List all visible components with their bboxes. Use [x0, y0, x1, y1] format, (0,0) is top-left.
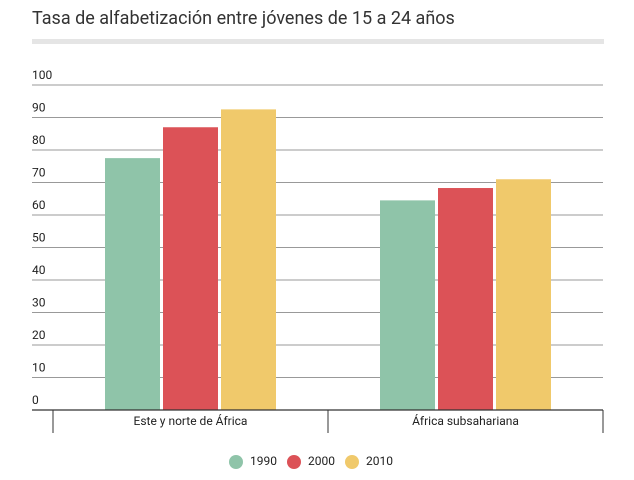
bar	[380, 200, 435, 410]
y-tick-label: 40	[32, 263, 46, 277]
y-tick-label: 90	[32, 101, 46, 115]
bar	[105, 158, 160, 410]
legend-swatch	[229, 455, 243, 469]
x-tick-label: Este y norte de África	[134, 413, 248, 428]
bar	[496, 179, 551, 410]
y-tick-label: 50	[32, 231, 46, 245]
y-tick-label: 70	[32, 166, 46, 180]
legend-swatch	[287, 455, 301, 469]
bar	[221, 109, 276, 410]
y-tick-label: 30	[32, 296, 46, 310]
y-tick-label: 100	[32, 68, 52, 82]
legend-swatch	[345, 455, 359, 469]
y-tick-label: 60	[32, 198, 46, 212]
title-rule	[32, 39, 604, 44]
legend-label: 2010	[366, 454, 393, 468]
y-tick-label: 10	[32, 361, 46, 375]
x-tick-label: África subsahariana	[412, 413, 519, 428]
legend-label: 2000	[308, 454, 335, 468]
legend-label: 1990	[250, 454, 277, 468]
bar	[438, 188, 493, 410]
bar	[163, 127, 218, 410]
y-tick-label: 0	[32, 393, 39, 407]
y-tick-label: 80	[32, 133, 46, 147]
chart-title: Tasa de alfabetización entre jóvenes de …	[32, 8, 455, 29]
y-tick-label: 20	[32, 328, 46, 342]
